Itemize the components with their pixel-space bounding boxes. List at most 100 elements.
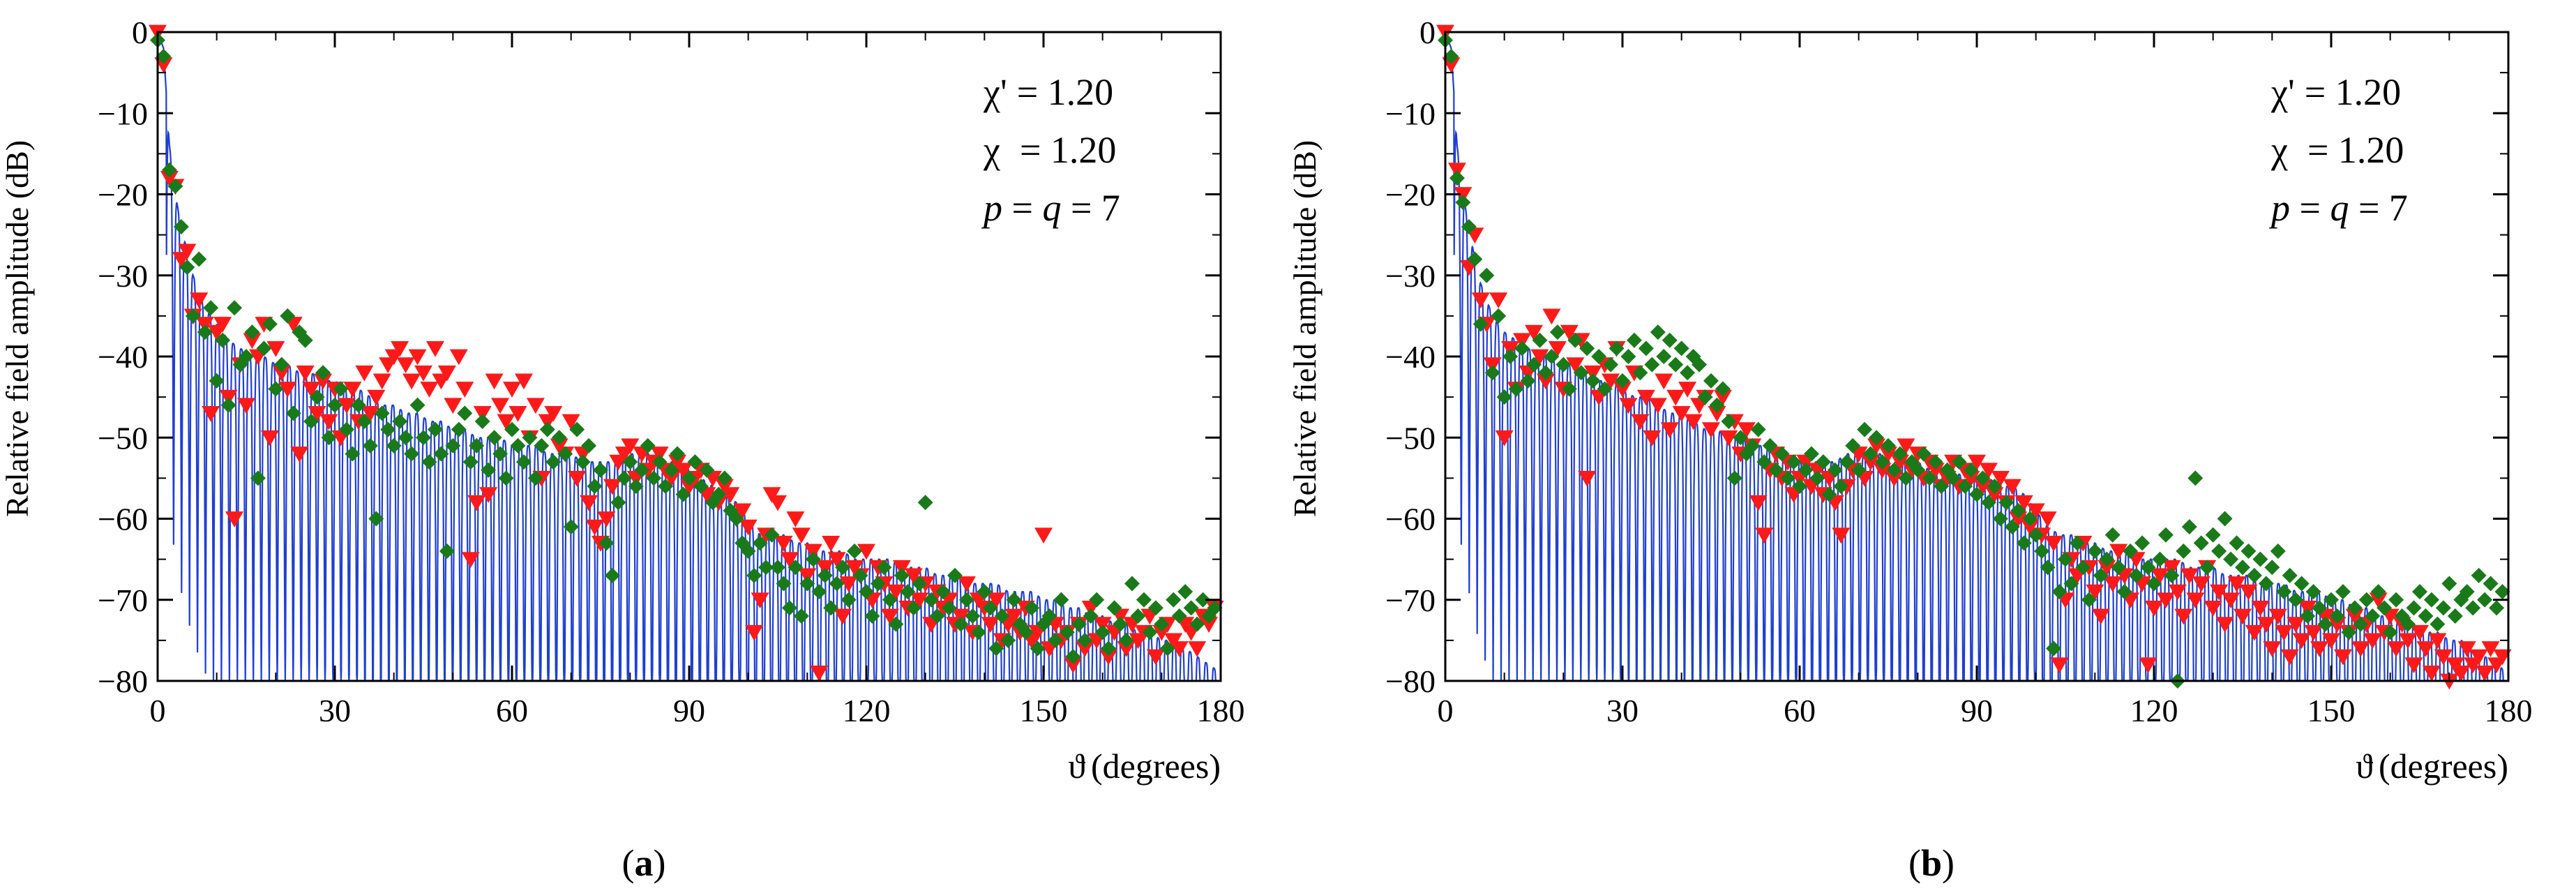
triangle-marker [2044, 535, 2063, 552]
diamond-marker [758, 560, 774, 576]
triangle-marker [1004, 608, 1023, 625]
diamond-marker [2418, 608, 2434, 624]
diamond-marker [2022, 511, 2038, 527]
diamond-marker [1750, 421, 1766, 437]
diamond-marker [1963, 462, 1979, 478]
triangle-marker [987, 592, 1006, 609]
diamond-marker [905, 600, 921, 616]
triangle-marker [485, 373, 504, 390]
x-tick-label: 150 [2307, 693, 2356, 728]
diamond-marker [958, 592, 974, 608]
diamond-marker [1662, 332, 1678, 348]
triangle-marker [1560, 324, 1579, 341]
diamond-marker [711, 486, 727, 502]
triangle-marker [2387, 641, 2406, 657]
diamond-marker [545, 454, 562, 470]
diamond-marker [1467, 251, 1483, 267]
y-tick-label: −30 [1385, 258, 1436, 294]
diamond-marker [1851, 462, 1867, 478]
diamond-marker [1118, 632, 1134, 648]
diamond-marker [439, 543, 455, 559]
diamond-marker [953, 616, 969, 632]
diamond-marker [965, 608, 981, 624]
diamond-marker [1845, 437, 1861, 453]
diamond-marker [2193, 535, 2209, 551]
diamond-marker [2347, 600, 2363, 616]
triangle-marker [1926, 463, 1945, 479]
diamond-marker [250, 470, 266, 486]
triangle-marker [319, 414, 338, 430]
x-tick-label: 180 [2485, 693, 2533, 728]
diamond-marker [239, 349, 254, 364]
triangle-marker [402, 373, 421, 390]
diamond-marker [2388, 592, 2404, 608]
panel-letter: a [635, 842, 654, 884]
triangle-marker [981, 617, 1000, 633]
diamond-marker [852, 567, 868, 583]
diamond-marker [1821, 486, 1837, 502]
triangle-marker [2481, 641, 2500, 657]
triangle-marker [1961, 470, 1980, 487]
triangle-marker [2399, 633, 2418, 650]
diamond-marker [2010, 502, 2026, 518]
triangle-marker [2345, 608, 2364, 625]
x-tick-label: 90 [673, 693, 705, 728]
triangle-marker [2411, 624, 2429, 641]
triangle-marker [1666, 389, 1685, 406]
diamond-marker [433, 446, 449, 462]
triangle-marker [1643, 430, 1662, 446]
diamond-marker [2240, 543, 2257, 559]
triangle-marker [2210, 584, 2229, 601]
ticks-layer: 0 30 60 90 120 150 180 0 −10 −20 −30 −40 −50 −60 −70 −8… [98, 15, 1244, 728]
triangle-marker [2351, 641, 2370, 657]
annotation-box: χ' = 1.20 χ = 1.20 p = q = 7 [2268, 71, 2408, 229]
triangle-marker [290, 446, 309, 463]
diamond-marker [445, 437, 461, 453]
diamond-marker [1626, 332, 1642, 348]
diamond-marker [616, 470, 632, 486]
y-tick-label: −50 [98, 420, 148, 456]
diamond-marker [2199, 560, 2215, 576]
triangle-marker [2328, 617, 2347, 633]
diamond-marker [1656, 349, 1672, 364]
diamond-marker [1721, 414, 1737, 429]
triangle-marker [845, 560, 864, 576]
triangle-marker [1548, 340, 1567, 357]
diamond-marker [2423, 592, 2439, 608]
triangle-marker [213, 317, 232, 333]
diamond-marker [2394, 608, 2410, 624]
diamond-marker [894, 567, 910, 583]
triangle-marker [1619, 398, 1638, 414]
diamond-marker [209, 373, 225, 389]
triangle-marker [2287, 617, 2305, 633]
diamond-marker [1479, 267, 1495, 283]
diamond-marker [2205, 527, 2221, 543]
markers-layer [1436, 24, 2512, 690]
diamond-marker [2040, 560, 2056, 576]
triangle-marker [1525, 324, 1543, 341]
x-tick-label: 120 [2130, 693, 2178, 728]
triangle-marker [1442, 57, 1461, 73]
diamond-marker [386, 437, 402, 453]
diamond-marker [776, 576, 792, 592]
triangle-marker [2446, 657, 2464, 674]
diamond-marker [859, 584, 874, 600]
diamond-marker [1697, 389, 1713, 405]
triangle-marker [154, 57, 173, 73]
triangle-marker [178, 243, 197, 260]
triangle-marker [857, 543, 875, 560]
diamond-marker [421, 454, 437, 470]
diamond-marker [2276, 584, 2292, 600]
triangle-marker [668, 454, 687, 471]
diamond-marker [1567, 332, 1583, 348]
diamond-marker [1130, 608, 1146, 624]
triangle-marker [2333, 649, 2352, 666]
diamond-marker [338, 421, 354, 437]
diamond-marker [793, 608, 809, 624]
triangle-marker [1655, 373, 1673, 390]
diamond-marker [2217, 511, 2233, 527]
y-tick-label: −70 [98, 583, 148, 618]
triangle-marker [1973, 479, 1992, 495]
triangle-marker [2422, 665, 2441, 682]
triangle-marker [880, 608, 899, 625]
